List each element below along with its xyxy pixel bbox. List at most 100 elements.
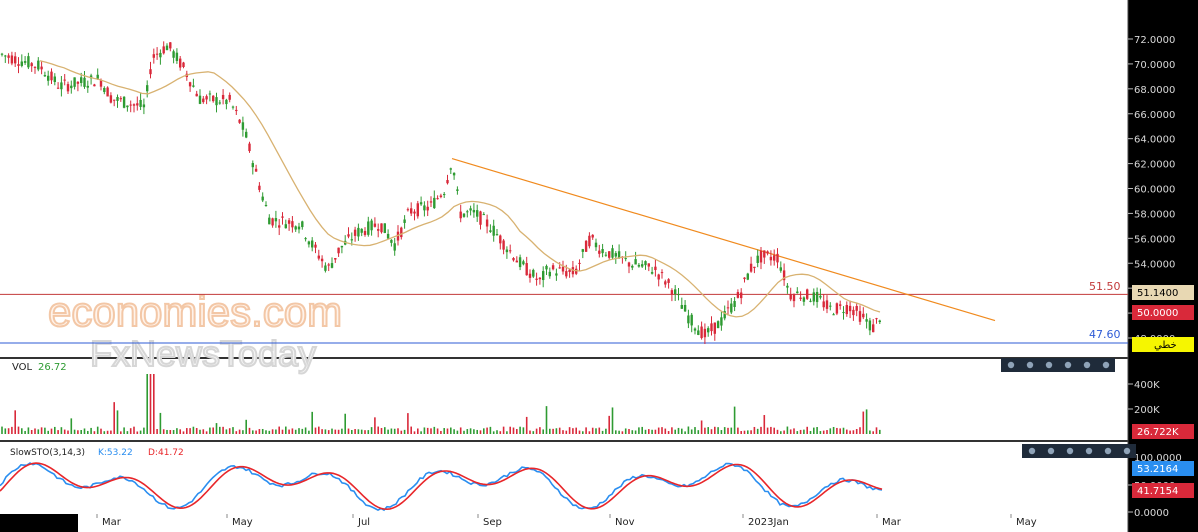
volume-value-label: 26.722K [1137, 427, 1179, 438]
more-icon[interactable] [1123, 447, 1131, 455]
volume-bar [549, 428, 551, 434]
more-icon[interactable] [1102, 361, 1110, 369]
stochastic-title: SlowSTO(3,14,3) [10, 448, 85, 458]
volume-bar [324, 429, 327, 434]
candle-body [634, 259, 637, 265]
volume-bar [176, 428, 178, 434]
panel-control-bar [1022, 444, 1136, 458]
window-icon[interactable] [1047, 447, 1055, 455]
volume-bar [189, 428, 191, 434]
support-line-label: 47.60 [1089, 328, 1121, 341]
moving-average-line [39, 60, 881, 318]
volume-bar [733, 406, 736, 434]
arrow-up-icon[interactable] [1045, 361, 1053, 369]
window-icon[interactable] [1026, 361, 1034, 369]
volume-bar [397, 428, 399, 434]
volume-bar [11, 426, 13, 434]
volume-bar [687, 426, 690, 434]
volume-bar [364, 430, 366, 434]
d-value-tag [1132, 483, 1194, 498]
y-tick-label: 64.0000 [1134, 135, 1175, 146]
volume-bar [809, 431, 812, 434]
volume-bar [469, 428, 472, 434]
candle-body [245, 131, 248, 138]
candle-body [439, 195, 443, 198]
candle-body [825, 300, 829, 309]
volume-bar [473, 429, 475, 434]
volume-bar [106, 430, 109, 434]
candle-body [221, 94, 225, 100]
volume-bar [426, 427, 429, 434]
candle-body [476, 210, 479, 217]
volume-bar [139, 430, 142, 434]
close-icon[interactable] [1007, 361, 1015, 369]
settings-icon[interactable] [1104, 447, 1112, 455]
candle-body [499, 235, 502, 244]
volume-bar [367, 430, 370, 434]
settings-icon[interactable] [1083, 361, 1091, 369]
candle-body [248, 143, 251, 152]
volume-panel-controls[interactable] [1001, 358, 1115, 372]
volume-bar [677, 427, 680, 434]
candle-body [225, 99, 228, 105]
candle-body [268, 217, 271, 225]
candle-body [667, 279, 670, 283]
candle-body [479, 211, 482, 225]
candle-body [462, 213, 466, 217]
candle-body [149, 69, 152, 75]
stochastic-panel-controls[interactable] [1022, 444, 1136, 458]
volume-bar [605, 428, 607, 434]
candle-body [815, 291, 819, 303]
candle-body [83, 77, 86, 87]
volume-bar [90, 427, 92, 434]
candle-body [644, 261, 647, 266]
candle-body [542, 271, 545, 281]
candle-body [63, 79, 66, 81]
candle-body [657, 274, 660, 280]
candle-body [297, 226, 301, 230]
volume-bar [483, 428, 485, 434]
candle-body [802, 297, 806, 302]
arrow-up-icon[interactable] [1066, 447, 1074, 455]
candle-body [165, 45, 169, 51]
candle-body [182, 62, 185, 68]
volume-bar [285, 426, 287, 434]
volume-bar [347, 428, 350, 434]
arrow-down-icon[interactable] [1085, 447, 1093, 455]
candle-body [0, 53, 4, 55]
candle-body [852, 309, 855, 316]
candle-body [555, 273, 558, 276]
volume-bar [436, 428, 439, 434]
volume-bar [582, 431, 584, 434]
volume-bar [585, 427, 587, 434]
volume-bar [327, 430, 330, 434]
candle-body [241, 122, 245, 130]
candle-body [515, 260, 518, 263]
volume-bar [618, 430, 620, 434]
volume-bar [601, 430, 604, 434]
candle-body [769, 256, 773, 261]
volume-bar [535, 428, 538, 434]
candle-body [403, 219, 406, 223]
close-icon[interactable] [1028, 447, 1036, 455]
arrow-down-icon[interactable] [1064, 361, 1072, 369]
candle-body [334, 257, 337, 260]
candle-body [693, 328, 697, 331]
candle-body [261, 196, 264, 201]
volume-bar [70, 418, 73, 434]
candle-body [743, 277, 746, 280]
y-tick-label: 58.0000 [1134, 209, 1175, 220]
volume-bar [360, 429, 363, 434]
candle-body [779, 267, 782, 271]
candle-body [278, 225, 281, 228]
volume-bar [153, 374, 155, 434]
candle-body [80, 77, 83, 83]
volume-bar [407, 413, 409, 434]
volume-bar [842, 427, 845, 434]
linear-mode-tag[interactable] [1132, 337, 1194, 352]
volume-bar [413, 431, 416, 434]
candle-body [522, 261, 525, 265]
volume-bar [776, 429, 779, 434]
candle-body [730, 303, 733, 313]
volume-bar [783, 430, 785, 434]
